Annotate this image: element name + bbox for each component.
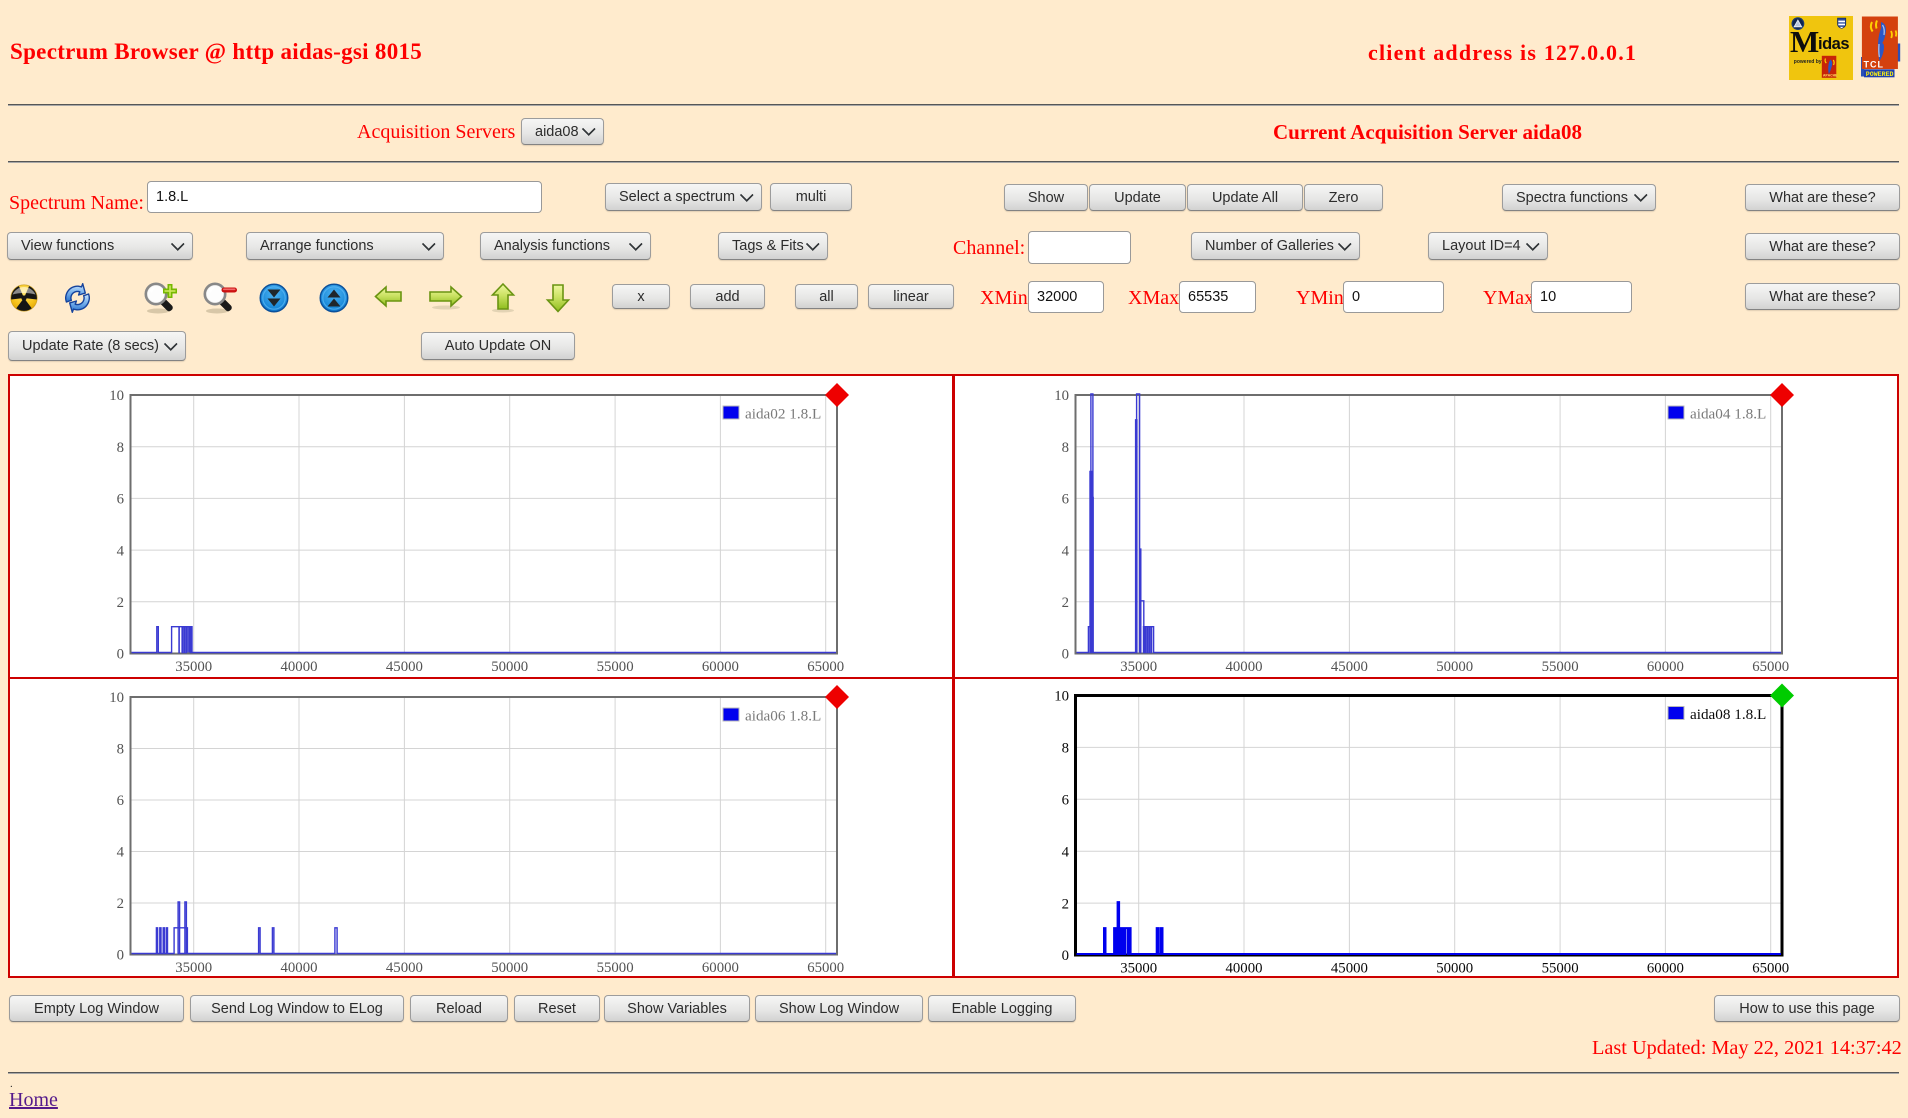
svg-text:60000: 60000: [702, 960, 739, 976]
svg-text:50000: 50000: [491, 960, 528, 976]
svg-text:0: 0: [117, 647, 124, 663]
svg-text:aida06 1.8.L: aida06 1.8.L: [745, 708, 821, 725]
svg-text:TCL: TCL: [1864, 60, 1885, 70]
svg-text:aida02 1.8.L: aida02 1.8.L: [745, 406, 821, 423]
svg-text:0: 0: [1062, 647, 1069, 663]
svg-text:2: 2: [1062, 896, 1069, 912]
svg-text:8: 8: [117, 742, 124, 758]
svg-text:8: 8: [117, 440, 124, 456]
svg-text:6: 6: [1062, 793, 1069, 809]
svg-text:40000: 40000: [281, 659, 318, 675]
svg-text:0: 0: [117, 948, 124, 964]
svg-text:60000: 60000: [702, 659, 739, 675]
svg-text:65000: 65000: [1752, 961, 1789, 977]
svg-text:4: 4: [1062, 844, 1070, 860]
svg-text:45000: 45000: [1331, 961, 1368, 977]
svg-text:6: 6: [117, 793, 124, 809]
svg-text:35000: 35000: [1120, 659, 1157, 675]
svg-text:65000: 65000: [807, 960, 844, 976]
svg-text:40000: 40000: [281, 960, 318, 976]
svg-text:POWERED: POWERED: [1866, 71, 1894, 78]
svg-text:aida08 1.8.L: aida08 1.8.L: [1690, 706, 1766, 723]
svg-text:35000: 35000: [1120, 961, 1157, 977]
svg-text:2: 2: [117, 896, 124, 912]
svg-text:65000: 65000: [807, 659, 844, 675]
svg-text:35000: 35000: [175, 960, 212, 976]
svg-text:40000: 40000: [1226, 961, 1263, 977]
svg-text:2: 2: [1062, 595, 1069, 611]
svg-text:0: 0: [1062, 948, 1069, 964]
svg-text:10: 10: [109, 388, 124, 404]
svg-text:APACHE: APACHE: [1823, 75, 1838, 79]
svg-text:45000: 45000: [386, 659, 423, 675]
svg-text:60000: 60000: [1647, 961, 1684, 977]
svg-text:65000: 65000: [1752, 659, 1789, 675]
svg-text:45000: 45000: [386, 960, 423, 976]
svg-text:55000: 55000: [597, 960, 634, 976]
svg-text:8: 8: [1062, 741, 1069, 757]
svg-text:6: 6: [117, 492, 124, 508]
svg-text:powered by: powered by: [1794, 59, 1822, 65]
svg-text:4: 4: [1062, 543, 1070, 559]
svg-text:60000: 60000: [1647, 659, 1684, 675]
svg-text:40000: 40000: [1226, 659, 1263, 675]
svg-text:6: 6: [1062, 492, 1069, 508]
svg-text:50000: 50000: [1436, 961, 1473, 977]
svg-text:4: 4: [117, 543, 125, 559]
svg-text:10: 10: [1054, 388, 1069, 404]
svg-text:aida04 1.8.L: aida04 1.8.L: [1690, 406, 1766, 423]
svg-text:45000: 45000: [1331, 659, 1368, 675]
svg-text:8: 8: [1062, 440, 1069, 456]
svg-text:10: 10: [1054, 689, 1069, 705]
svg-text:50000: 50000: [491, 659, 528, 675]
svg-text:35000: 35000: [175, 659, 212, 675]
svg-text:2: 2: [117, 595, 124, 611]
svg-text:55000: 55000: [597, 659, 634, 675]
svg-text:50000: 50000: [1436, 659, 1473, 675]
svg-text:idas: idas: [1818, 35, 1849, 53]
svg-text:4: 4: [117, 845, 125, 861]
svg-text:55000: 55000: [1542, 961, 1579, 977]
svg-text:55000: 55000: [1542, 659, 1579, 675]
svg-text:M: M: [1790, 24, 1819, 59]
svg-text:10: 10: [109, 690, 124, 706]
